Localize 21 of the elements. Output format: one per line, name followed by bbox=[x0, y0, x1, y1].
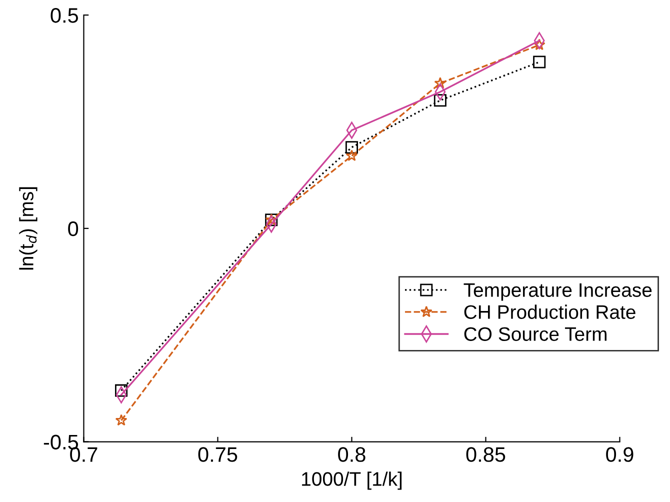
y-axis-title: ln(t$_{d}$) [ms] bbox=[19, 187, 38, 270]
legend-label: CO Source Term bbox=[464, 327, 606, 341]
point bbox=[115, 414, 128, 426]
y-tick-label: -0.5 bbox=[44, 434, 78, 450]
legend-label: CH Production Rate bbox=[464, 304, 636, 319]
x-tick-label: 0.85 bbox=[466, 447, 506, 462]
x-axis-title: 1000/T [1/k] bbox=[302, 472, 402, 490]
point bbox=[533, 56, 546, 68]
point bbox=[115, 384, 128, 397]
point bbox=[346, 150, 358, 162]
x-tick-label: 0.9 bbox=[606, 447, 634, 462]
point bbox=[533, 38, 546, 50]
point bbox=[346, 141, 358, 154]
point bbox=[434, 94, 446, 107]
point bbox=[434, 77, 446, 89]
legend-label: Temperature Increase bbox=[464, 283, 652, 301]
y-tick-label: 0.5 bbox=[50, 8, 78, 23]
x-tick-label: 0.7 bbox=[70, 447, 98, 462]
x-tick-label: 0.8 bbox=[338, 447, 366, 462]
y-tick-label: 0 bbox=[68, 221, 78, 236]
x-tick-label: 0.75 bbox=[198, 447, 238, 462]
